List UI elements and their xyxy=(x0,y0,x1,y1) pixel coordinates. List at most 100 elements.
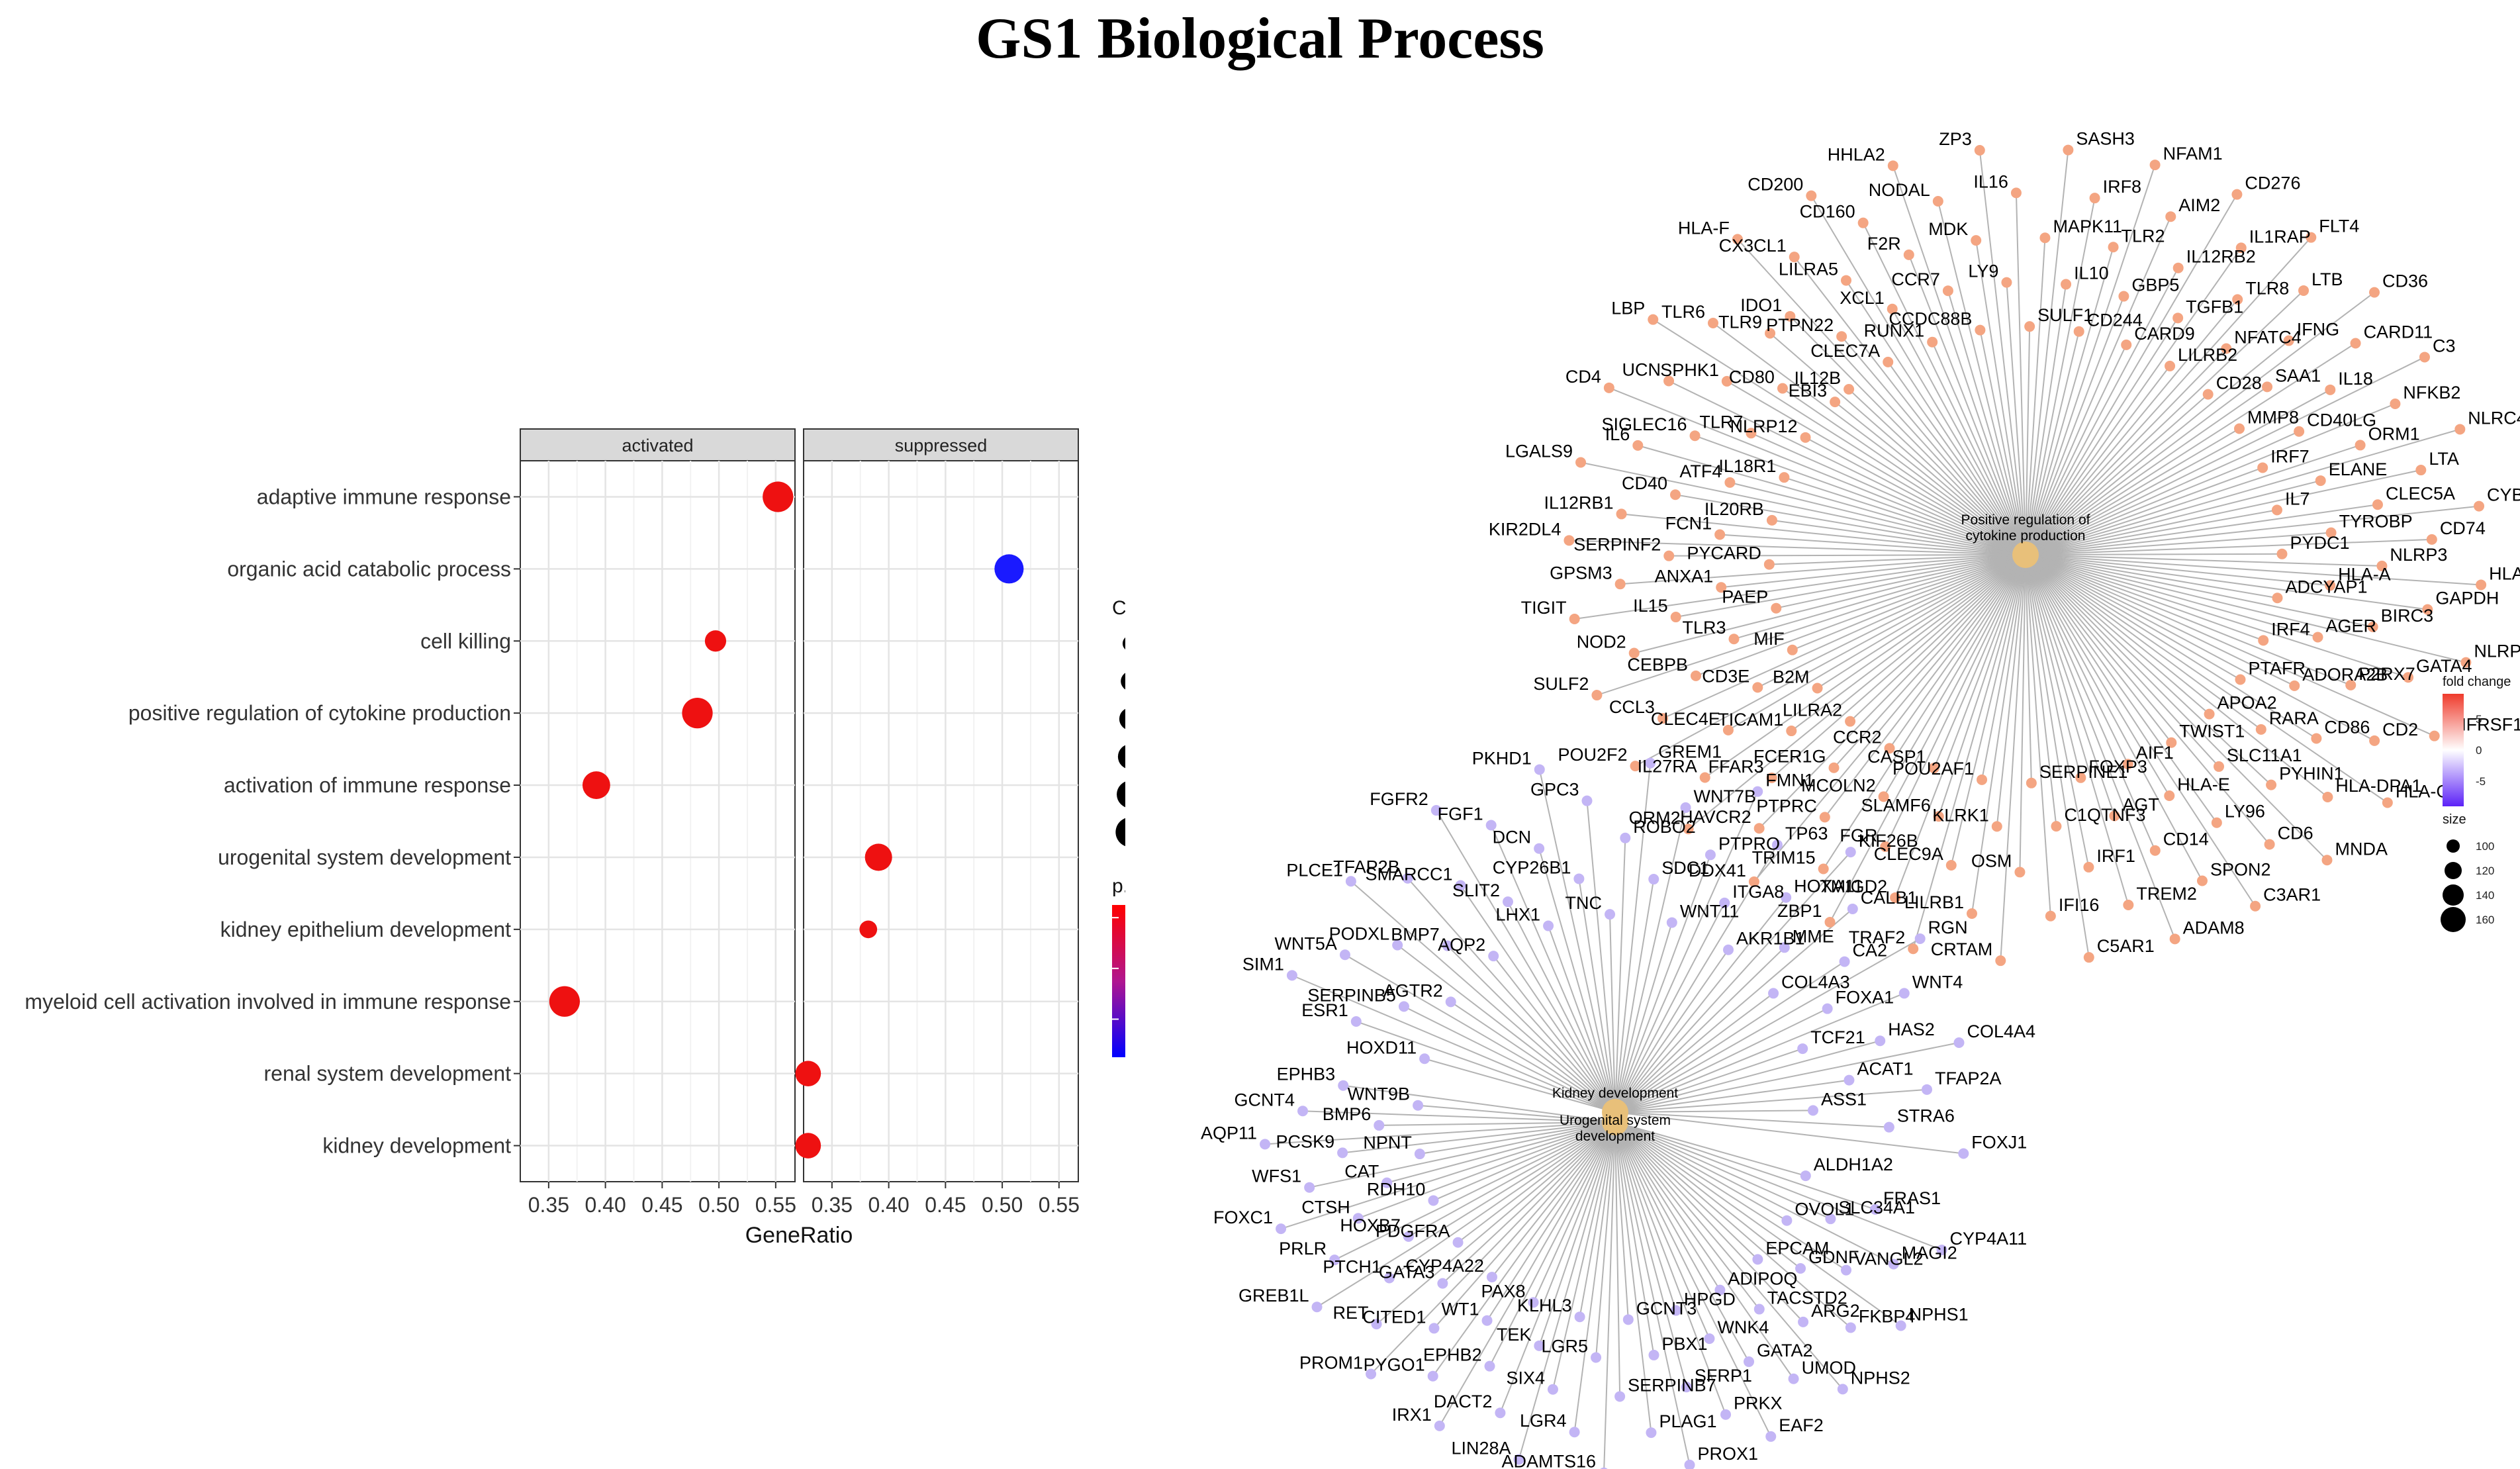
edge xyxy=(1343,1084,1616,1123)
x-tick-label: 0.55 xyxy=(1039,1193,1080,1217)
gene-label-plag1: PLAG1 xyxy=(1659,1411,1716,1431)
edge xyxy=(1490,825,1616,1113)
node-kir2dl4 xyxy=(1563,535,1575,546)
node-rdh10 xyxy=(1428,1195,1439,1206)
gene-label-clec5a: CLEC5A xyxy=(2386,483,2455,503)
node-atf4 xyxy=(1724,477,1736,488)
edge xyxy=(1573,1121,1616,1433)
gene-label-mme: MME xyxy=(1793,926,1834,946)
node-col4a4 xyxy=(1953,1037,1965,1048)
node-zp3 xyxy=(1974,144,1985,156)
y-label-activation-of-immune-response: activation of immune response xyxy=(224,773,511,797)
edge xyxy=(2025,428,2240,555)
node-card9 xyxy=(2121,339,2132,350)
node-wnk4 xyxy=(1704,1333,1715,1345)
gene-label-trem2: TREM2 xyxy=(2136,884,2197,904)
gene-label-pou2f2: POU2F2 xyxy=(1558,745,1627,765)
node-akr1b1 xyxy=(1722,944,1734,955)
edge xyxy=(2025,554,2219,767)
edge xyxy=(1885,554,2026,847)
node-lhx1 xyxy=(1543,920,1554,931)
edge xyxy=(2025,236,2312,555)
edge xyxy=(1614,1008,1828,1113)
edge xyxy=(1507,901,1616,1113)
edge xyxy=(1447,945,1616,1113)
gene-label-sphk1: SPHK1 xyxy=(1660,360,1719,380)
edge xyxy=(2025,554,2295,687)
gene-label-f2r: F2R xyxy=(1867,234,1901,254)
node-rgn xyxy=(1914,933,1926,944)
gene-label-casp1: CASP1 xyxy=(1867,747,1926,767)
edge xyxy=(1518,1121,1616,1460)
point-activation-of-immune-response xyxy=(582,771,610,799)
node-cyp26b1 xyxy=(1573,873,1585,884)
gene-label-wnt5a: WNT5A xyxy=(1274,933,1337,953)
node-fmn1 xyxy=(1752,786,1763,797)
node-irf1 xyxy=(2083,861,2094,873)
hub-node xyxy=(1602,1099,1628,1125)
gene-label-rgn: RGN xyxy=(1928,918,1968,937)
edge xyxy=(1638,444,2026,555)
edge xyxy=(1937,554,2026,817)
node-lilra2 xyxy=(1845,716,1856,727)
node-vangl2 xyxy=(1841,1264,1852,1276)
hub-label-line: Kidney development xyxy=(1552,1086,1678,1101)
gene-label-gdnf: GDNF xyxy=(1808,1247,1859,1267)
gene-label-adam8: ADAM8 xyxy=(2183,918,2245,937)
edge xyxy=(1614,897,1787,1113)
edge xyxy=(1793,256,2026,555)
edge xyxy=(1758,554,2026,829)
gene-label-dcn: DCN xyxy=(1493,828,1532,847)
edge xyxy=(2025,554,2331,587)
node-gcnt4 xyxy=(1297,1106,1309,1117)
node-adcyap1 xyxy=(2272,592,2283,604)
node-cyp4a11 xyxy=(1936,1245,1947,1256)
edge xyxy=(1433,1121,1616,1329)
gene-label-ager: AGER xyxy=(2326,616,2377,636)
edge xyxy=(2025,326,2031,555)
edge xyxy=(1614,1041,1959,1113)
node-siglec16 xyxy=(1689,430,1701,442)
gene-label-vangl2: VANGL2 xyxy=(1854,1249,1924,1269)
gene-label-dact2: DACT2 xyxy=(1434,1392,1493,1411)
node-wnt5a xyxy=(1339,949,1350,961)
node-il12b xyxy=(1843,383,1855,395)
node-cd86 xyxy=(2311,733,2322,744)
node-irx1 xyxy=(1434,1420,1445,1431)
count-legend-dot xyxy=(1121,673,1125,690)
edge xyxy=(1792,554,2026,651)
gene-label-hla-dpb1: HLA-DPB1 xyxy=(2489,563,2520,583)
edge xyxy=(1634,554,2026,654)
edge xyxy=(2025,340,2290,555)
edge xyxy=(1552,1121,1616,1390)
gene-label-il15: IL15 xyxy=(1633,596,1668,616)
edge xyxy=(2025,267,2179,555)
edge xyxy=(2025,554,2176,939)
gene-label-lilra5: LILRA5 xyxy=(1779,260,1838,279)
edge xyxy=(2025,554,2172,743)
gene-label-fras1: FRAS1 xyxy=(1883,1188,1941,1208)
gene-label-sulf2: SULF2 xyxy=(1533,674,1589,694)
node-tek xyxy=(1534,1340,1545,1351)
count-legend-dot xyxy=(1122,637,1125,650)
node-ctsh xyxy=(1352,1213,1364,1224)
edge xyxy=(1424,1058,1616,1113)
gene-label-wt1: WT1 xyxy=(1442,1300,1479,1319)
gene-label-tfap2b: TFAP2B xyxy=(1333,857,1400,877)
edge xyxy=(2025,164,2156,555)
gene-label-ido1: IDO1 xyxy=(1740,295,1782,315)
edge xyxy=(1586,800,1616,1113)
gene-label-cited1: CITED1 xyxy=(1362,1307,1426,1327)
edge xyxy=(1614,938,1921,1113)
gene-label-gpc3: GPC3 xyxy=(1530,780,1579,800)
y-label-kidney-development: kidney development xyxy=(322,1134,511,1158)
gene-label-cd36: CD36 xyxy=(2382,271,2428,291)
size-legend-label: 120 xyxy=(2476,865,2494,877)
edge xyxy=(2025,247,2242,555)
edge xyxy=(1769,554,2026,565)
gene-label-tlr8: TLR8 xyxy=(2245,278,2289,298)
gene-label-il12rb1: IL12RB1 xyxy=(1544,493,1613,512)
node-pou2af1 xyxy=(1977,774,1988,785)
node-saa1 xyxy=(2262,381,2273,393)
gene-label-nfkb2: NFKB2 xyxy=(2403,383,2460,403)
